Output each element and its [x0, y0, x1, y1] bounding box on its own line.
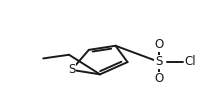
Text: O: O [154, 38, 163, 51]
Text: O: O [154, 72, 163, 85]
Text: S: S [68, 63, 75, 76]
Text: S: S [155, 55, 162, 68]
Text: Cl: Cl [184, 55, 196, 68]
